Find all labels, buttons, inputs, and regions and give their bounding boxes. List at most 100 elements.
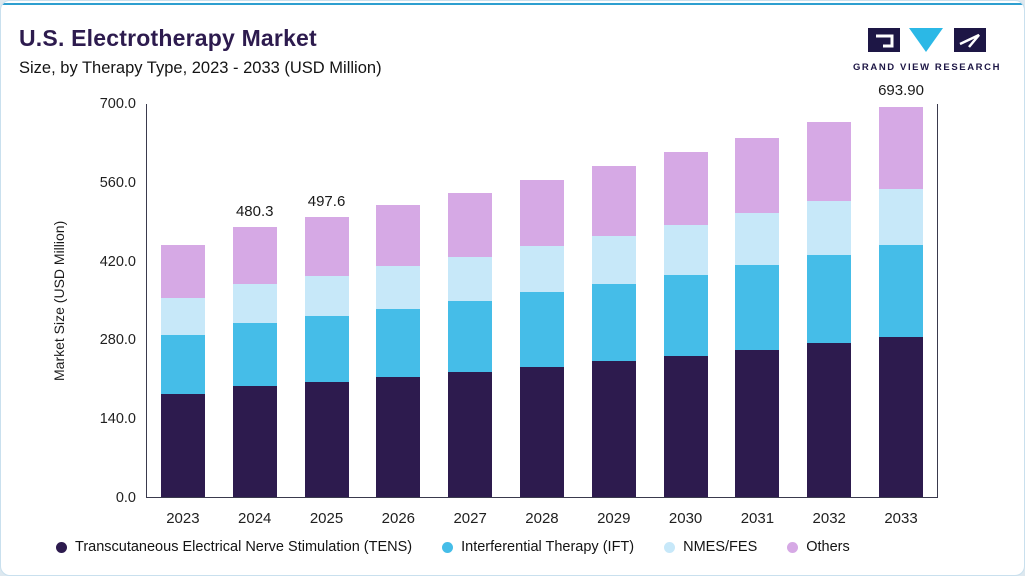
stacked-bar-2029[interactable] [591,166,636,497]
stacked-bar-2030[interactable] [663,152,708,497]
bar-segment-others-2025[interactable] [304,217,349,276]
bar-segment-nmes-fes-2026[interactable] [376,266,421,309]
bar-segment-ift-2023[interactable] [160,334,205,394]
stacked-bar-2031[interactable] [735,137,780,497]
stacked-bar-2027[interactable] [448,192,493,497]
bar-segment-ift-2026[interactable] [376,308,421,378]
y-axis-ticks: 0.0 140.0 280.0 420.0 560.0 700.0 [71,96,136,506]
bar-segment-nmes-fes-2030[interactable] [663,224,708,275]
legend-swatch-others [787,541,799,553]
bar-segment-tens-2027[interactable] [448,372,493,497]
x-axis-tick-label-2026: 2026 [381,510,416,527]
bar-segment-tens-2025[interactable] [304,382,349,497]
legend-label-ift: Interferential Therapy (IFT) [461,539,635,555]
bar-segment-others-2023[interactable] [160,245,205,299]
x-axis-tick-label-2029: 2029 [597,510,631,527]
logo-triangle [909,28,943,52]
bar-column-2025: 497.6 2025 [291,104,363,527]
legend-item-ift: Interferential Therapy (IFT) [442,539,634,555]
y-axis-tick-label: 700.0 [99,96,136,112]
x-axis-tick-label-2024: 2024 [238,510,272,527]
bar-column-2030: 2030 [650,104,722,527]
legend-item-nmes-fes: NMES/FES [664,539,757,555]
bar-column-2033: 693.90 2033 [865,82,937,527]
legend-item-others: Others [787,539,850,555]
bar-segment-nmes-fes-2032[interactable] [807,200,852,256]
bar-value-label-2024: 480.3 [235,202,274,220]
stacked-bar-2028[interactable] [519,179,564,497]
bar-segment-ift-2024[interactable] [232,322,277,387]
x-axis-tick-label-2030: 2030 [668,510,703,527]
bar-segment-nmes-fes-2027[interactable] [448,256,493,301]
bar-segment-others-2026[interactable] [376,205,421,267]
bar-segment-nmes-fes-2025[interactable] [304,275,349,317]
bar-segment-others-2032[interactable] [807,122,852,201]
chart-subtitle: Size, by Therapy Type, 2023 - 2033 (USD … [19,59,382,77]
x-axis-tick-label-2031: 2031 [740,510,775,527]
stacked-bar-2032[interactable] [807,122,852,497]
bar-segment-others-2024[interactable] [232,226,277,284]
bar-segment-others-2027[interactable] [448,192,493,257]
bar-segment-others-2030[interactable] [663,152,708,225]
bar-segment-ift-2025[interactable] [304,316,349,383]
bar-segment-ift-2030[interactable] [663,274,708,356]
bar-segment-ift-2028[interactable] [519,292,564,367]
bar-segment-ift-2027[interactable] [448,300,493,373]
bar-segment-others-2031[interactable] [735,137,780,214]
stacked-bar-2033[interactable] [879,106,924,497]
bar-segment-nmes-fes-2023[interactable] [160,298,205,335]
bar-segment-tens-2033[interactable] [879,336,924,497]
bar-segment-tens-2024[interactable] [232,386,277,497]
x-axis-tick-label-2027: 2027 [453,510,487,527]
bar-segment-others-2028[interactable] [519,179,564,247]
bar-segment-tens-2023[interactable] [160,393,205,497]
bar-segment-nmes-fes-2031[interactable] [735,213,780,266]
bar-segment-tens-2030[interactable] [663,355,708,497]
stacked-bar-2025[interactable] [304,217,349,497]
bar-segment-ift-2032[interactable] [807,255,852,344]
bar-column-2031: 2031 [722,104,794,527]
bar-segment-ift-2033[interactable] [879,245,924,337]
bar-segment-ift-2031[interactable] [735,265,780,350]
top-accent-line [1,3,1024,5]
y-axis-title: Market Size (USD Million) [51,220,67,382]
legend-swatch-ift [442,541,454,553]
legend-swatch-tens [56,541,67,553]
bar-column-2027: 2027 [434,104,506,527]
legend-item-tens: Transcutaneous Electrical Nerve Stimulat… [56,539,412,555]
y-axis-tick-label: 280.0 [99,332,136,349]
bar-value-label-2033: 693.90 [878,82,924,100]
legend-label-nmes-fes: NMES/FES [683,539,758,555]
y-axis-tick-label: 140.0 [99,411,136,428]
stacked-bar-2026[interactable] [376,205,421,497]
legend-label-tens: Transcutaneous Electrical Nerve Stimulat… [75,539,413,555]
bar-column-2023: 2023 [147,104,219,527]
bar-segment-others-2029[interactable] [591,166,636,236]
legend-label-others: Others [806,539,850,555]
stacked-bar-2024[interactable] [232,226,277,497]
bar-column-2029: 2029 [578,104,650,527]
bar-segment-nmes-fes-2024[interactable] [232,283,277,323]
bar-column-2028: 2028 [506,104,578,527]
bar-segment-tens-2029[interactable] [591,361,636,497]
x-axis-tick-label-2028: 2028 [525,510,559,527]
bar-segment-tens-2028[interactable] [519,366,564,497]
brand-logo-mark [868,28,986,57]
bars-container: 2023 480.3 2024 497.6 2025 2026 2027 2028 2029 20… [147,82,937,527]
bar-segment-nmes-fes-2029[interactable] [591,235,636,284]
chart-header: U.S. Electrotherapy Market Size, by Ther… [19,25,382,78]
bar-segment-tens-2031[interactable] [735,349,780,497]
bar-column-2026: 2026 [362,104,434,527]
bar-value-label-2025: 497.6 [307,192,346,210]
bar-segment-nmes-fes-2033[interactable] [879,188,924,246]
bar-segment-others-2033[interactable] [879,106,924,189]
chart-legend: Transcutaneous Electrical Nerve Stimulat… [56,539,1010,555]
bar-segment-ift-2029[interactable] [591,283,636,362]
legend-swatch-nmes-fes [664,541,676,553]
stacked-bar-2023[interactable] [160,245,205,497]
bar-segment-tens-2026[interactable] [376,377,421,497]
bar-segment-tens-2032[interactable] [807,343,852,497]
brand-name: GRAND VIEW RESEARCH [852,62,1002,73]
bar-segment-nmes-fes-2028[interactable] [519,246,564,293]
